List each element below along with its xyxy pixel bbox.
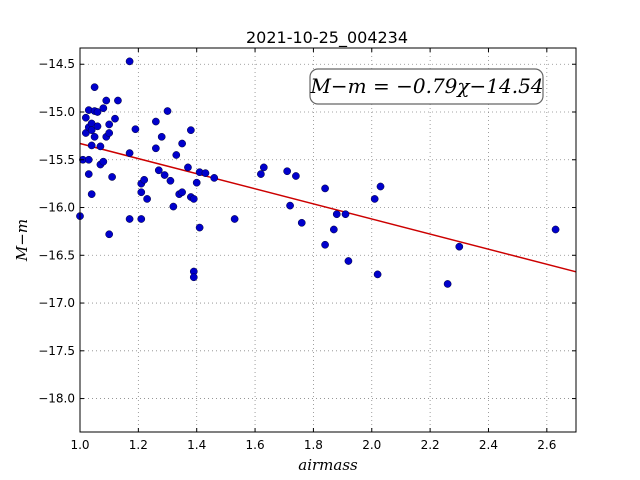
data-point (192, 178, 201, 187)
annotation-frame (309, 68, 544, 105)
data-point (297, 218, 306, 227)
data-point (455, 242, 464, 251)
x-tick-label: 1.0 (70, 438, 89, 452)
data-point (187, 126, 195, 134)
data-point (286, 201, 294, 210)
data-point (341, 210, 350, 219)
y-tick-label: −17.5 (38, 344, 75, 358)
data-point (189, 273, 198, 282)
data-point (292, 172, 300, 180)
x-tick-label: 1.4 (187, 438, 206, 452)
x-axis-label: airmass (298, 456, 358, 474)
data-points (76, 57, 560, 288)
data-point (329, 225, 338, 234)
data-point (152, 144, 160, 153)
data-point (184, 163, 192, 172)
y-tick-label: −15.0 (38, 105, 75, 119)
data-point (344, 257, 353, 265)
data-point (178, 139, 186, 148)
data-point (93, 108, 102, 116)
data-point (166, 176, 175, 185)
data-point (551, 225, 560, 234)
data-point (90, 83, 99, 92)
data-point (321, 240, 329, 249)
data-point (111, 114, 119, 123)
fit-annotation: M−m = −0.79χ−14.54 (309, 74, 543, 98)
data-point (140, 175, 149, 184)
data-point (154, 166, 163, 175)
chart-title: 2021-10-25_004234 (246, 28, 408, 48)
data-point (195, 223, 204, 232)
data-point (87, 141, 96, 150)
data-point (108, 173, 116, 181)
data-point (210, 174, 219, 182)
data-point (160, 171, 169, 179)
data-point (283, 167, 292, 176)
data-point (259, 163, 268, 172)
y-tick-label: −17.0 (38, 296, 75, 310)
data-point (125, 215, 134, 223)
data-point (143, 195, 151, 203)
data-point (84, 155, 93, 164)
data-point (105, 230, 114, 239)
data-point (172, 151, 181, 159)
data-point (87, 126, 96, 134)
data-point (152, 117, 160, 126)
data-point (87, 190, 96, 198)
y-tick-label: −14.5 (38, 57, 75, 71)
data-point (370, 195, 379, 203)
x-tick-label: 2.6 (537, 438, 556, 452)
data-point (157, 132, 166, 141)
axis-ticks: 1.0 1.2 1.4 1.6 1.8 2.0 2.2 2.4 2.6 −14.5 −15.0 −15… (38, 48, 576, 452)
y-tick-label: −16.5 (38, 248, 75, 262)
data-point (178, 188, 186, 197)
data-point (125, 149, 134, 157)
data-point (257, 170, 265, 178)
x-tick-label: 2.0 (362, 438, 381, 452)
fit-line (79, 142, 577, 273)
fit-annotation-box: M−m = −0.79χ−14.54 (309, 68, 544, 105)
x-tick-label: 1.6 (246, 438, 265, 452)
data-point (201, 169, 210, 177)
data-point (99, 157, 108, 166)
y-tick-label: −15.5 (38, 153, 75, 167)
y-tick-label: −18.0 (38, 392, 75, 406)
data-point (93, 122, 102, 131)
data-point (99, 104, 108, 113)
data-point (169, 202, 178, 211)
data-point (131, 125, 140, 134)
x-tick-label: 1.2 (129, 438, 148, 452)
x-tick-label: 2.2 (421, 438, 440, 452)
data-point (230, 215, 239, 223)
data-point (332, 210, 341, 219)
data-point (137, 215, 146, 223)
y-tick-label: −16.0 (38, 201, 75, 215)
data-point (125, 57, 134, 66)
data-point (90, 132, 99, 141)
x-tick-label: 1.8 (304, 438, 323, 452)
data-point (84, 170, 93, 178)
plot-area-frame (79, 47, 577, 433)
data-point (373, 270, 382, 279)
data-point (189, 195, 198, 203)
data-point (102, 96, 111, 105)
grid (80, 48, 576, 432)
data-point (321, 184, 329, 193)
fit-line-layer (79, 142, 577, 273)
y-axis-label: M−m (13, 219, 31, 262)
data-point (137, 188, 146, 197)
data-point (81, 113, 90, 122)
data-point (163, 107, 172, 115)
data-point (105, 129, 114, 137)
data-point (443, 280, 452, 288)
x-tick-label: 2.4 (479, 438, 498, 452)
data-point (376, 182, 385, 191)
data-point (105, 120, 114, 129)
data-point (96, 142, 105, 151)
data-point (114, 96, 122, 105)
